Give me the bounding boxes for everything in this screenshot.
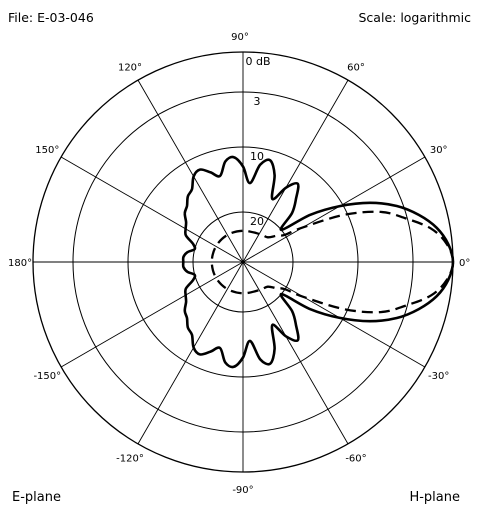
radial-label-0db: 0 dB [245, 55, 270, 68]
angle-label-neg30: -30° [428, 371, 449, 382]
e-plane-label: E-plane [12, 490, 61, 505]
grid-spoke-neg120 [137, 261, 244, 445]
angle-label-60: 60° [347, 62, 365, 73]
radial-label-10db: 10 [250, 150, 264, 163]
grid-spoke-120 [137, 79, 244, 263]
angle-label-neg90: -90° [232, 485, 253, 496]
series-solid-curve [181, 155, 455, 369]
grid-spoke-neg150 [60, 261, 244, 368]
angle-label-150: 150° [35, 145, 59, 156]
radial-label-20db: 20 [250, 215, 264, 228]
grid-spoke-neg30 [242, 261, 426, 368]
radial-label-3db: 3 [254, 95, 261, 108]
angle-label-90: 90° [231, 32, 249, 43]
grid-spoke-neg60 [242, 261, 349, 445]
pattern-series [181, 155, 455, 369]
grid-spoke-60 [242, 79, 349, 263]
radial-tick-labels: 0 dB 3 10 20 [245, 55, 270, 228]
grid-spoke-30 [242, 156, 426, 263]
angle-label-30: 30° [430, 145, 448, 156]
grid-spoke-150 [60, 156, 244, 263]
angle-label-180: 180° [8, 258, 32, 269]
h-plane-label: H-plane [409, 490, 460, 505]
angle-tick-labels: 0° 30° 60° 90° 120° 150° 180° -150° -120° -90° -60… [8, 32, 470, 496]
polar-grid [32, 51, 454, 473]
angle-label-neg120: -120° [116, 454, 144, 465]
scale-label: Scale: logarithmic [359, 10, 472, 25]
angle-label-0: 0° [459, 258, 470, 269]
angle-label-neg150: -150° [33, 371, 61, 382]
angle-label-120: 120° [118, 62, 142, 73]
series-dashed-curve [210, 210, 455, 314]
angle-label-neg60: -60° [345, 454, 366, 465]
file-label: File: E-03-046 [8, 10, 94, 25]
